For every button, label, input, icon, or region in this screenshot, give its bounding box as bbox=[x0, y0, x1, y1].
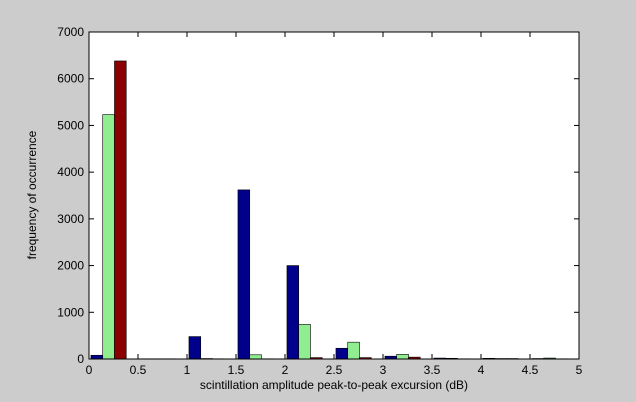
bar-series-1-bin-0 bbox=[102, 114, 115, 360]
bar-series-1-bin-3 bbox=[249, 354, 262, 360]
x-tick-label-5: 2.5 bbox=[326, 363, 343, 377]
x-tick-label-3: 1.5 bbox=[228, 363, 245, 377]
bar-series-0-bin-0 bbox=[90, 354, 104, 360]
plot-area bbox=[89, 32, 579, 359]
y-axis-label: frequency of occurrence bbox=[25, 130, 39, 259]
y-tick-label-7: 7000 bbox=[57, 25, 84, 39]
x-axis-label: scintillation amplitude peak-to-peak exc… bbox=[200, 378, 468, 392]
x-tick-label-2: 1 bbox=[184, 363, 191, 377]
x-tick-label-4: 2 bbox=[282, 363, 289, 377]
y-tick-label-0: 0 bbox=[77, 352, 84, 366]
y-tick-label-1: 1000 bbox=[57, 305, 84, 319]
bar-series-1-bin-4 bbox=[298, 324, 311, 360]
bar-series-0-bin-5 bbox=[335, 347, 349, 360]
y-tick-label-3: 3000 bbox=[57, 212, 84, 226]
bar-series-2-bin-0 bbox=[114, 60, 127, 360]
bar-series-0-bin-3 bbox=[237, 189, 251, 360]
y-tick-label-6: 6000 bbox=[57, 72, 84, 86]
y-axis: 0 1000 2000 3000 4000 5000 6000 7000 bbox=[57, 25, 579, 366]
x-tick-label-10: 5 bbox=[576, 363, 583, 377]
x-tick-label-0: 0 bbox=[86, 363, 93, 377]
x-tick-label-9: 4.5 bbox=[522, 363, 539, 377]
bar-series-1-bin-5 bbox=[347, 341, 360, 360]
x-tick-label-1: 0.5 bbox=[130, 363, 147, 377]
y-tick-label-4: 4000 bbox=[57, 165, 84, 179]
x-tick-label-8: 4 bbox=[478, 363, 485, 377]
bar-series-0-bin-2 bbox=[188, 336, 202, 360]
bar-series-0-bin-4 bbox=[286, 265, 300, 360]
x-tick-label-6: 3 bbox=[380, 363, 387, 377]
y-tick-label-2: 2000 bbox=[57, 259, 84, 273]
y-tick-label-5: 5000 bbox=[57, 118, 84, 132]
x-tick-label-7: 3.5 bbox=[424, 363, 441, 377]
x-axis: 0 0.5 1 1.5 2 2.5 3 3.5 4 4.5 5 bbox=[86, 32, 583, 377]
bar-series-1-bin-6 bbox=[396, 354, 409, 360]
